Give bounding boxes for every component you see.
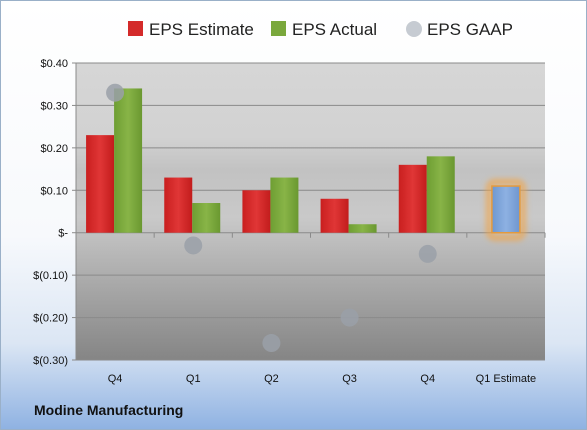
eps-gaap-point [262, 334, 281, 353]
y-tick-label: $(0.10) [33, 270, 68, 282]
gaap-points [106, 83, 437, 353]
y-tick-label: $- [58, 228, 68, 240]
x-tick-label: Q1 Estimate [476, 373, 537, 385]
legend-label: EPS GAAP [427, 20, 513, 39]
y-tick-label: $(0.20) [33, 313, 68, 325]
y-tick-label: $(0.30) [33, 355, 68, 367]
bars [86, 88, 526, 241]
y-tick-label: $0.20 [40, 143, 68, 155]
legend-label: EPS Actual [292, 20, 377, 39]
company-name: Modine Manufacturing [34, 402, 184, 418]
legend-swatch-eps-gaap [406, 21, 422, 37]
x-tick-label: Q1 [186, 373, 201, 385]
eps-actual-bar [348, 224, 377, 233]
eps-gaap-point [106, 83, 125, 102]
estimate-bar-glow [485, 179, 526, 241]
x-tick-label: Q2 [264, 373, 279, 385]
eps-estimate-bar [164, 177, 193, 233]
x-tick-label: Q4 [108, 373, 123, 385]
eps-estimate-bar [242, 190, 271, 233]
eps-estimate-bar [320, 198, 349, 233]
y-axis: $0.40 $0.30 $0.20 $0.10 $- $(0.10) $(0.20) $(0.… [33, 58, 77, 367]
eps-actual-bar [270, 177, 299, 233]
x-tick-label: Q4 [420, 373, 435, 385]
eps-gaap-point [418, 244, 437, 263]
legend: EPS Estimate EPS Actual EPS GAAP [128, 20, 513, 39]
legend-label: EPS Estimate [149, 20, 254, 39]
y-tick-label: $0.40 [40, 58, 68, 70]
plot-area [76, 63, 545, 360]
eps-gaap-point [184, 236, 203, 255]
x-axis: Q4 Q1 Q2 Q3 Q4 Q1 Estimate [75, 232, 546, 385]
eps-gaap-point [340, 308, 359, 327]
eps-actual-bar [192, 203, 221, 233]
eps-actual-bar [426, 156, 455, 233]
legend-swatch [128, 21, 143, 36]
x-tick-label: Q3 [342, 373, 357, 385]
eps-actual-bar [114, 88, 143, 233]
eps-estimate-bar [86, 135, 115, 233]
q1-estimate-bar [491, 185, 521, 234]
y-tick-label: $0.10 [40, 185, 68, 197]
y-tick-label: $0.30 [40, 100, 68, 112]
legend-swatch [271, 21, 286, 36]
eps-estimate-bar [398, 164, 427, 233]
